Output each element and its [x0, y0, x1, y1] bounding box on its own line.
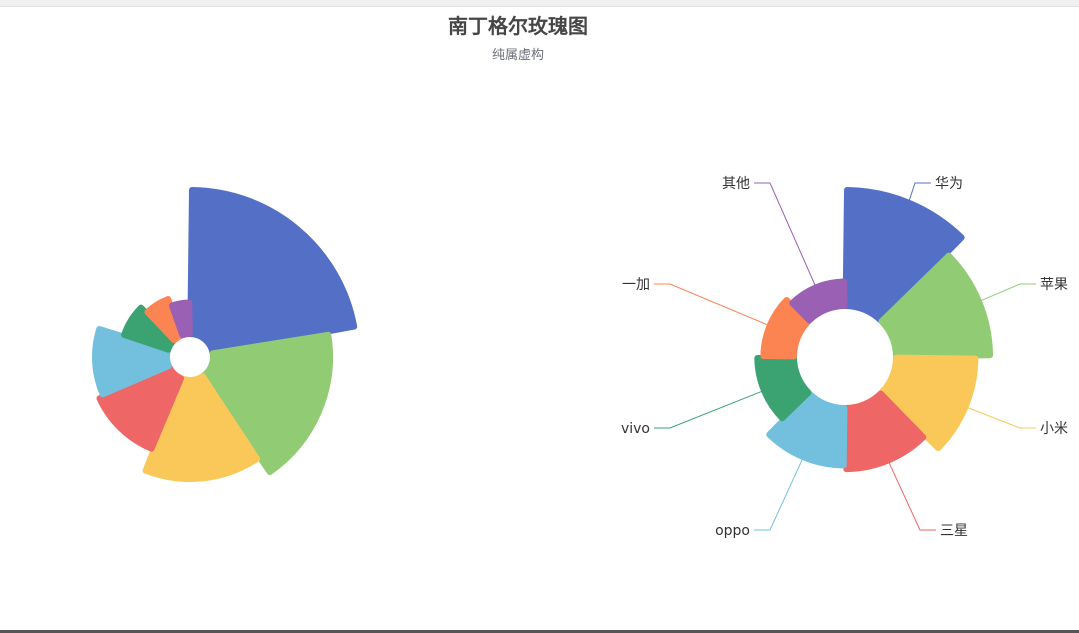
rose-right-slice-oppo[interactable] [766, 390, 848, 469]
rose-left-slice-三星[interactable] [96, 363, 185, 452]
label-leader-line [754, 182, 819, 293]
label-leader-line [885, 455, 936, 531]
rose-right-slice-小米[interactable] [878, 354, 979, 452]
rose-right-slice-三星[interactable] [842, 390, 927, 473]
chart-title: 南丁格尔玫瑰图 [448, 14, 588, 38]
slice-label: vivo [621, 421, 650, 437]
bottom-border [0, 630, 1079, 633]
rose-right-slice-一加[interactable] [760, 296, 812, 360]
slice-label: 华为 [935, 176, 963, 192]
rose-left-slice-其他[interactable] [168, 299, 193, 339]
browser-top-bar [0, 0, 1079, 7]
rose-right-slice-苹果[interactable] [878, 252, 994, 360]
rose-right-slice-vivo[interactable] [754, 354, 812, 422]
slice-label: 三星 [940, 523, 968, 539]
rose-right-slice-华为[interactable] [842, 187, 965, 324]
label-leader-line [974, 283, 1036, 304]
label-leader-line [754, 452, 806, 531]
label-leader-line [906, 182, 931, 208]
slice-label: 其他 [722, 176, 750, 192]
label-leader-line [960, 404, 1036, 429]
slice-label: 苹果 [1040, 277, 1068, 293]
rose-right-slice-其他[interactable] [789, 278, 848, 324]
label-leader-line [654, 283, 775, 329]
rose-left-slice-苹果[interactable] [200, 331, 333, 476]
slice-label: 一加 [622, 277, 650, 293]
slice-label: oppo [715, 523, 750, 539]
label-leader-line [654, 388, 769, 429]
chart-subtitle: 纯属虚构 [491, 48, 544, 63]
rose-left-slice-华为[interactable] [187, 187, 358, 356]
slice-label: 小米 [1040, 421, 1068, 437]
